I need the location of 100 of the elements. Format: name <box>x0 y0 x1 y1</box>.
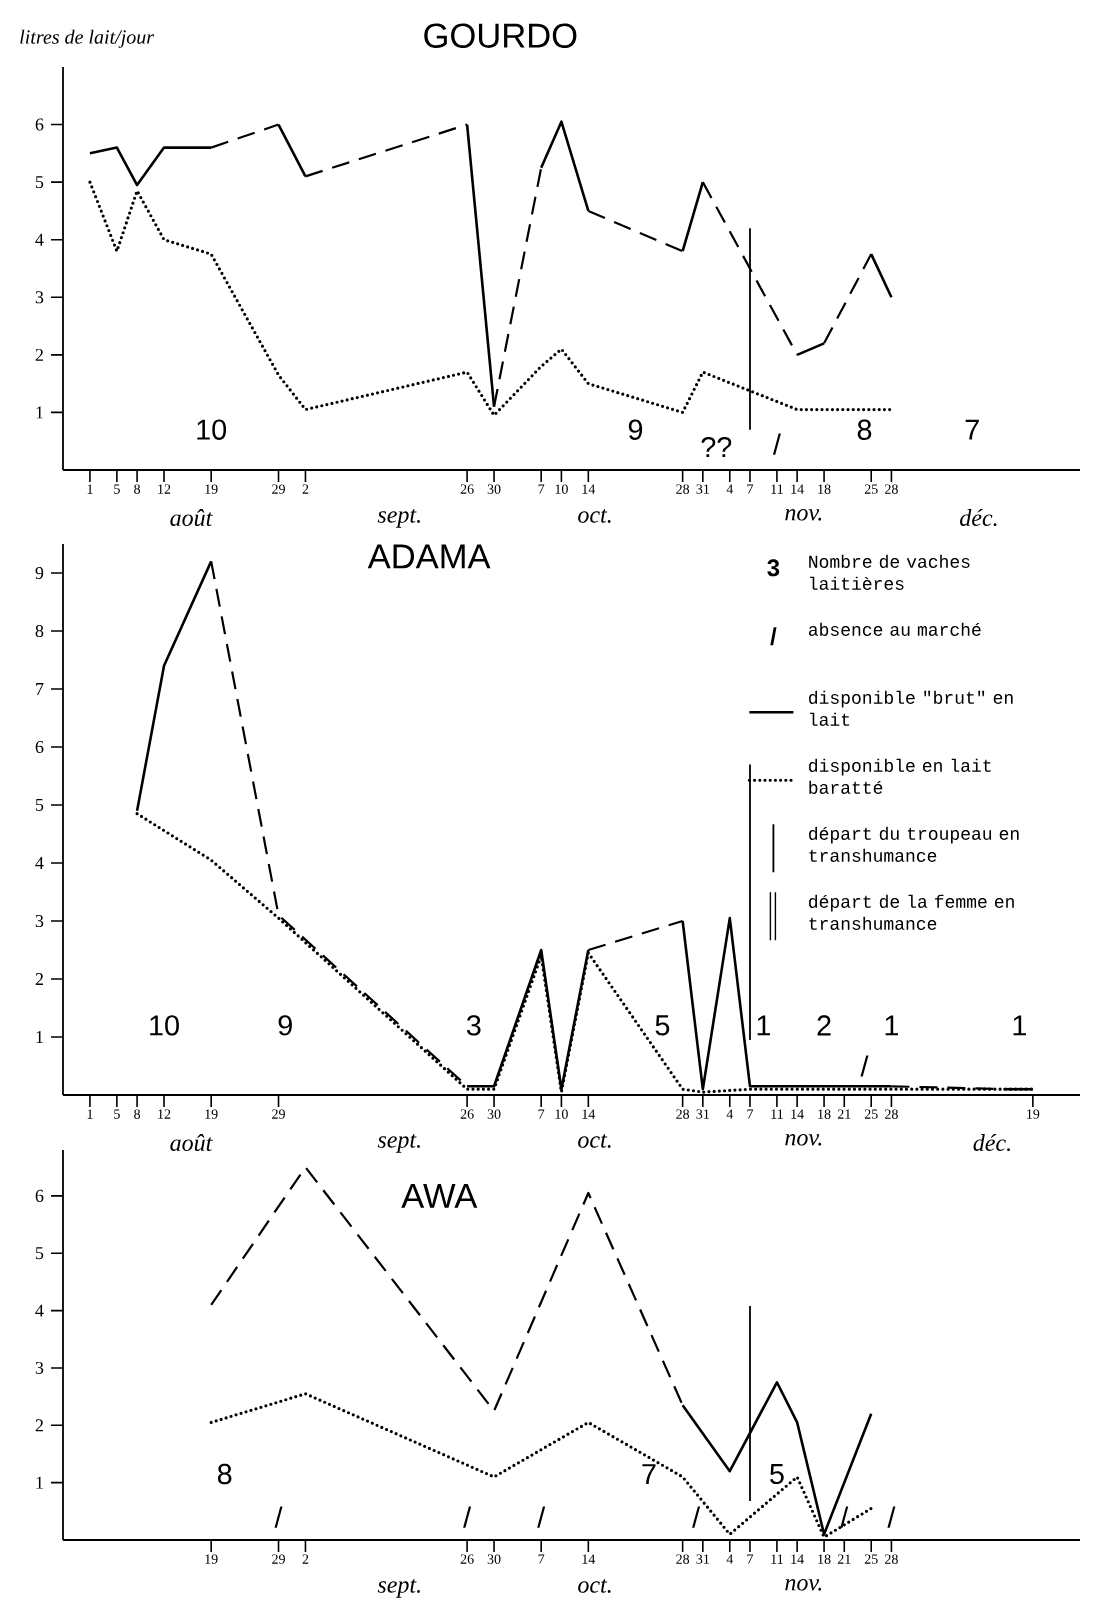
y-tick-label: 3 <box>35 914 44 928</box>
annotation: absence au marché <box>808 622 981 636</box>
x-tick-label: 21 <box>837 1554 851 1564</box>
x-tick-label: 18 <box>818 484 831 494</box>
y-tick-label: 6 <box>35 1189 44 1202</box>
y-tick-label: 6 <box>35 118 44 131</box>
chart-title: GOURDO <box>424 23 577 48</box>
chart-title: ADAMA <box>367 544 491 569</box>
x-tick-label: 28 <box>676 1554 690 1564</box>
x-tick-label: 19 <box>205 1554 218 1564</box>
annotation: 7 <box>965 419 979 440</box>
annotation: / <box>692 1506 701 1528</box>
x-tick-label: 2 <box>302 1554 309 1564</box>
y-tick-label: 4 <box>35 857 44 869</box>
text: oct. <box>578 509 611 523</box>
x-tick-label: 1 <box>87 1109 93 1119</box>
x-tick-label: 28 <box>885 1554 898 1564</box>
annotation: 3 <box>466 1015 481 1036</box>
annotation: ?? <box>701 436 732 458</box>
x-tick-label: 4 <box>726 484 734 494</box>
annotation: 7 <box>642 1464 656 1484</box>
text: sept. <box>377 509 420 528</box>
x-tick-label: 26 <box>460 1554 474 1564</box>
annotation: 9 <box>628 419 643 440</box>
x-tick-label: 26 <box>460 484 474 494</box>
text: août <box>170 509 213 527</box>
x-tick-label: 11 <box>771 484 783 494</box>
annotation: 2 <box>817 1015 831 1036</box>
legend-label: disponible en lait baratté <box>809 758 991 794</box>
y-tick-label: 7 <box>36 683 44 695</box>
x-tick-label: 25 <box>864 1554 878 1564</box>
x-tick-label: 5 <box>114 484 120 494</box>
y-tick-label: 4 <box>35 1304 44 1317</box>
y-tick-label: 5 <box>35 1247 44 1260</box>
x-tick-label: 4 <box>726 1554 734 1564</box>
text: nov. <box>785 1579 822 1591</box>
annotation: / <box>887 1506 896 1528</box>
y-tick-label: 8 <box>35 624 44 638</box>
x-tick-label: 11 <box>771 1554 783 1564</box>
x-tick-label: 8 <box>134 1109 141 1119</box>
annotation: déc. <box>973 1134 1010 1152</box>
annotation: 10 <box>197 419 227 440</box>
x-tick-label: 7 <box>538 1109 545 1119</box>
annotation: 8 <box>857 419 872 440</box>
x-tick-label: 14 <box>582 484 596 494</box>
y-tick-label: 1 <box>36 1476 43 1489</box>
x-tick-label: 11 <box>771 1109 783 1119</box>
annotation: 5 <box>770 1463 784 1485</box>
y-tick-label: 1 <box>36 1031 43 1043</box>
legend-label: disponible "brut" en lait <box>809 690 1013 726</box>
x-tick-label: 1 <box>87 484 93 494</box>
x-tick-label: 31 <box>696 484 709 494</box>
x-tick-label: 31 <box>696 1554 709 1564</box>
x-tick-label: 7 <box>747 484 754 494</box>
annotation: / <box>463 1506 472 1528</box>
x-tick-label: 4 <box>726 1109 734 1119</box>
annotation: départ du troupeau en transhumance <box>809 826 1019 862</box>
x-tick-label: 28 <box>885 484 898 494</box>
x-tick-label: 7 <box>538 1554 545 1564</box>
y-tick-label: 3 <box>35 1361 44 1374</box>
annotation: août <box>170 1134 213 1152</box>
text: oct. <box>578 1579 611 1593</box>
y-tick-label: 1 <box>36 406 43 419</box>
annotation: 1 <box>757 1015 771 1036</box>
text: oct. <box>578 1134 611 1148</box>
annotation: 3 <box>767 559 780 577</box>
x-tick-label: 10 <box>555 1109 568 1119</box>
y-axis-title: litres de lait/jour <box>20 29 155 48</box>
x-tick-label: 25 <box>864 1109 878 1119</box>
y-tick-label: 2 <box>35 348 43 361</box>
x-tick-label: 14 <box>582 1554 596 1564</box>
annotation: / <box>840 1506 849 1528</box>
annotation: / <box>860 1055 869 1077</box>
annotation: départ de la femme en transhumance <box>809 894 1014 930</box>
x-tick-label: 29 <box>272 484 285 494</box>
x-tick-label: 14 <box>791 1554 804 1564</box>
x-tick-label: 30 <box>487 1554 501 1564</box>
y-tick-label: 4 <box>35 233 44 246</box>
x-tick-label: 29 <box>272 1109 285 1119</box>
x-tick-label: 19 <box>205 484 218 494</box>
annotation: / <box>770 627 777 646</box>
x-tick-label: 7 <box>538 484 545 494</box>
annotation: Nombre de vaches laitières <box>809 554 970 590</box>
x-tick-label: 10 <box>555 484 568 494</box>
y-tick-label: 2 <box>35 1419 43 1432</box>
x-tick-label: 21 <box>837 1109 851 1119</box>
annotation: 1 <box>885 1015 899 1036</box>
x-tick-label: 25 <box>864 484 878 494</box>
x-tick-label: 28 <box>676 1109 690 1119</box>
annotation: / <box>537 1506 546 1528</box>
x-tick-label: 14 <box>791 1109 804 1119</box>
text: sept. <box>377 1579 420 1598</box>
x-tick-label: 7 <box>747 1109 754 1119</box>
x-tick-label: 28 <box>676 484 690 494</box>
x-tick-label: 14 <box>791 484 804 494</box>
x-tick-label: 30 <box>487 1109 501 1119</box>
x-tick-label: 31 <box>696 1109 709 1119</box>
annotation: sept. <box>377 1134 420 1153</box>
x-tick-label: 28 <box>885 1109 898 1119</box>
x-tick-label: 19 <box>1027 1109 1040 1119</box>
